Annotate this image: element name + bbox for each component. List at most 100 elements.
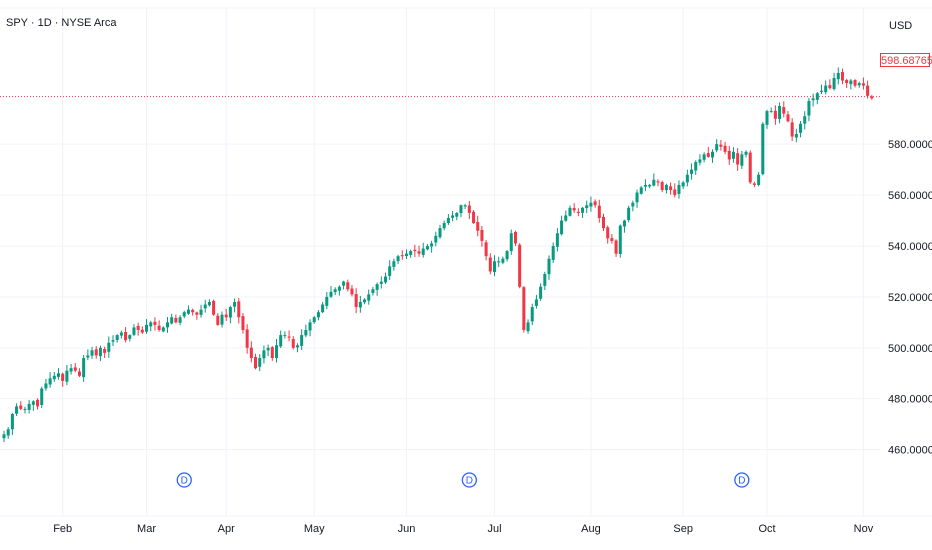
candle[interactable] <box>744 150 748 158</box>
candle[interactable] <box>866 80 870 99</box>
candle[interactable] <box>530 303 534 326</box>
candle[interactable] <box>145 319 149 334</box>
candle[interactable] <box>799 121 803 138</box>
candle[interactable] <box>23 406 27 414</box>
candle[interactable] <box>262 345 266 364</box>
candle[interactable] <box>551 242 555 264</box>
y-tick-label[interactable]: 560.00000 <box>888 190 932 202</box>
candle[interactable] <box>220 311 224 328</box>
candle[interactable] <box>778 102 782 124</box>
candle[interactable] <box>828 79 832 90</box>
candle[interactable] <box>497 256 501 268</box>
y-tick-label[interactable]: 520.00000 <box>888 292 932 304</box>
candle[interactable] <box>337 285 341 296</box>
candle[interactable] <box>107 336 111 358</box>
candle[interactable] <box>765 109 769 129</box>
candle[interactable] <box>404 249 408 260</box>
y-tick-label[interactable]: 540.00000 <box>888 241 932 253</box>
dividend-marker[interactable]: D <box>461 472 477 488</box>
candle[interactable] <box>757 172 761 187</box>
candle[interactable] <box>840 68 844 85</box>
candle[interactable] <box>593 199 597 208</box>
candle[interactable] <box>547 255 551 280</box>
candle[interactable] <box>719 139 723 151</box>
candle[interactable] <box>228 305 232 324</box>
candle[interactable] <box>463 204 467 209</box>
candle[interactable] <box>790 118 794 141</box>
candle[interactable] <box>2 430 6 443</box>
candle[interactable] <box>182 310 186 319</box>
y-tick-label[interactable]: 460.00000 <box>888 445 932 457</box>
candle[interactable] <box>681 180 685 189</box>
candle[interactable] <box>786 110 790 123</box>
candle[interactable] <box>48 372 52 388</box>
candle[interactable] <box>748 150 752 185</box>
dividend-marker[interactable]: D <box>176 472 192 488</box>
candle[interactable] <box>706 146 710 158</box>
candle[interactable] <box>664 183 668 194</box>
candle[interactable] <box>560 215 564 236</box>
candle[interactable] <box>601 213 606 232</box>
candle[interactable] <box>103 346 107 358</box>
candle[interactable] <box>203 299 207 313</box>
candle[interactable] <box>568 205 572 217</box>
candle[interactable] <box>740 150 744 169</box>
candle[interactable] <box>773 105 777 125</box>
candle[interactable] <box>90 346 94 359</box>
candle[interactable] <box>518 243 522 289</box>
currency-label[interactable]: USD <box>889 20 913 32</box>
candle[interactable] <box>400 250 404 260</box>
candle[interactable] <box>333 287 337 296</box>
candle[interactable] <box>534 294 538 309</box>
candle[interactable] <box>363 298 367 305</box>
x-month-label[interactable]: Aug <box>581 523 601 535</box>
candle[interactable] <box>379 276 383 289</box>
candle[interactable] <box>421 242 425 258</box>
candle[interactable] <box>36 398 40 410</box>
candle[interactable] <box>128 334 132 342</box>
candle[interactable] <box>501 256 505 265</box>
candle[interactable] <box>849 79 853 90</box>
candle[interactable] <box>161 326 165 333</box>
candle[interactable] <box>316 310 320 321</box>
candle[interactable] <box>572 203 576 213</box>
candle[interactable] <box>115 334 119 343</box>
candle[interactable] <box>15 403 19 417</box>
candle[interactable] <box>702 152 706 163</box>
candle[interactable] <box>270 346 274 361</box>
candle[interactable] <box>212 299 216 316</box>
candle[interactable] <box>295 343 299 353</box>
candle[interactable] <box>648 184 652 189</box>
candle[interactable] <box>769 107 773 113</box>
candle[interactable] <box>635 189 639 208</box>
candle[interactable] <box>803 111 807 130</box>
candle[interactable] <box>86 349 90 361</box>
candle[interactable] <box>111 335 115 346</box>
candle[interactable] <box>304 324 308 338</box>
candle[interactable] <box>308 319 312 337</box>
candle[interactable] <box>10 412 14 435</box>
candle[interactable] <box>388 260 392 281</box>
candle[interactable] <box>207 299 211 307</box>
candle[interactable] <box>216 313 220 326</box>
candle[interactable] <box>484 239 488 261</box>
candle[interactable] <box>698 154 702 166</box>
candle[interactable] <box>124 327 128 343</box>
candle[interactable] <box>631 200 635 212</box>
candle[interactable] <box>224 308 228 321</box>
candle[interactable] <box>610 234 614 244</box>
candle[interactable] <box>643 179 647 192</box>
candle[interactable] <box>61 372 65 387</box>
candle[interactable] <box>564 210 568 222</box>
candle[interactable] <box>82 354 86 382</box>
candle[interactable] <box>543 271 547 291</box>
candle[interactable] <box>329 286 333 299</box>
candle[interactable] <box>811 93 815 107</box>
candle[interactable] <box>291 336 295 350</box>
candle[interactable] <box>459 204 463 218</box>
candle[interactable] <box>710 149 715 163</box>
candle[interactable] <box>413 244 417 258</box>
candle[interactable] <box>597 199 601 223</box>
candle[interactable] <box>287 330 291 342</box>
